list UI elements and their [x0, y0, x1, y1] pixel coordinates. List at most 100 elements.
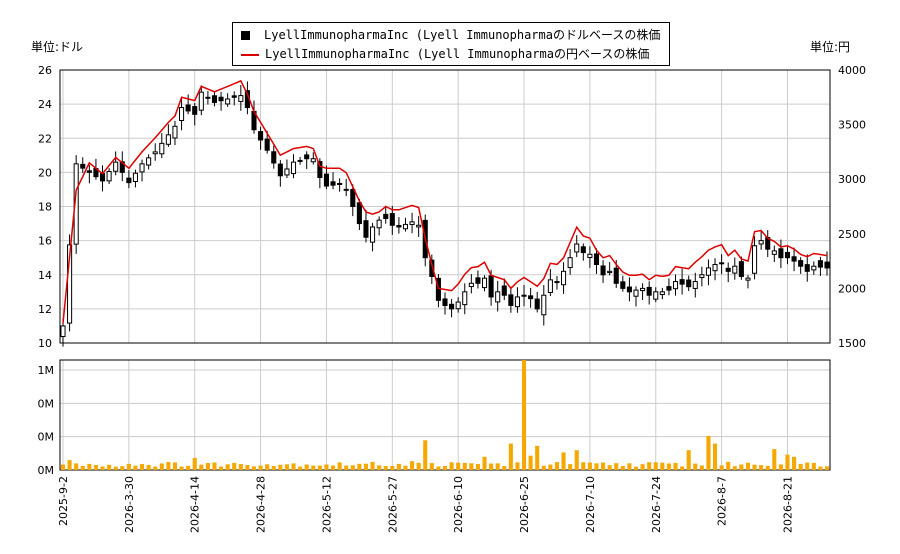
volume-bar — [186, 465, 191, 470]
candle-body — [99, 173, 106, 182]
candle-body — [231, 95, 237, 98]
volume-bar — [153, 466, 158, 470]
volume-bar — [824, 466, 830, 470]
candle-body — [330, 181, 336, 186]
left-tick-label: 18 — [38, 201, 52, 214]
candle-body — [541, 294, 547, 316]
volume-bar — [330, 465, 336, 470]
candle-body — [817, 260, 823, 268]
candle-body — [547, 279, 553, 293]
volume-bar — [74, 463, 79, 470]
volume-bar — [317, 465, 322, 470]
candle-body — [86, 170, 92, 173]
left-tick-label: 24 — [38, 98, 52, 111]
candle-body — [791, 256, 797, 262]
right-tick-label: 1500 — [838, 337, 866, 350]
candle-body — [771, 250, 777, 255]
candle-body — [784, 251, 791, 259]
x-tick-label: 2026-3-30 — [123, 476, 136, 533]
right-tick-label: 4000 — [838, 64, 866, 77]
candle-body — [356, 202, 362, 225]
volume-bar — [192, 457, 197, 470]
yen-line — [62, 79, 828, 324]
volume-bar — [423, 440, 428, 470]
candle-body — [462, 291, 468, 306]
candle-body — [719, 262, 725, 265]
volume-bar — [232, 462, 237, 470]
candle-body — [416, 224, 422, 228]
candle-body — [389, 213, 395, 226]
right-tick-label: 2000 — [838, 282, 866, 295]
candle-body — [396, 224, 402, 228]
candle-body — [554, 281, 560, 284]
volume-bar — [133, 465, 138, 470]
volume-bar — [633, 466, 639, 470]
volume-bar — [166, 462, 171, 470]
left-tick-label: 16 — [38, 235, 52, 248]
candle-body — [139, 163, 145, 173]
volume-bar — [502, 466, 507, 470]
axes: 10 12 14 16 18 20 22 24 26 1500 2000 2500 3000 3500 40… — [38, 64, 867, 533]
candle-body — [284, 168, 290, 176]
x-tick-label: 2026-6-10 — [452, 476, 465, 533]
candle-body — [620, 281, 626, 289]
grid — [60, 69, 830, 471]
red-line-icon — [241, 53, 259, 56]
candle-body — [495, 291, 501, 303]
candle-body — [633, 289, 639, 297]
candle-body — [752, 245, 758, 274]
volume-bar — [390, 465, 395, 470]
candle-body — [488, 275, 494, 298]
volume-bar — [785, 454, 790, 470]
volume-bar — [258, 465, 263, 470]
candle-body — [297, 159, 303, 162]
left-tick-label: 14 — [38, 269, 52, 282]
candle-body — [80, 163, 86, 169]
volume-bar — [818, 466, 823, 470]
volume-bar — [693, 463, 698, 470]
left-unit-label: 単位:ドル — [31, 40, 84, 54]
candle-body — [798, 260, 804, 267]
volume-bar — [528, 455, 533, 470]
candle-body — [205, 96, 211, 99]
candle-body — [534, 298, 540, 310]
candlesticks — [60, 81, 830, 347]
volume-bar — [93, 464, 98, 470]
volume-bar — [120, 466, 125, 470]
right-unit-label: 単位:円 — [810, 40, 851, 54]
candle-body — [528, 295, 534, 300]
candle-body — [350, 188, 356, 207]
volume-bar — [699, 465, 704, 470]
legend-usd-label: LyellImmunopharmaInc (Lyell Immunopharma… — [264, 28, 661, 42]
volume-bar — [719, 465, 724, 470]
candle-body — [113, 161, 119, 172]
volume-bar — [436, 466, 441, 470]
volume-bar — [139, 464, 145, 470]
volume-bar — [568, 464, 573, 470]
candle-body — [370, 226, 376, 243]
volume-tick-label: 0M — [38, 397, 55, 410]
candle-body — [778, 248, 784, 259]
right-tick-label: 3000 — [838, 173, 866, 186]
volume-bar — [245, 465, 250, 470]
volume-bar — [607, 465, 612, 470]
candle-body — [501, 285, 507, 296]
volume-bar — [304, 464, 309, 470]
candle-body — [449, 303, 455, 310]
candle-body — [455, 301, 461, 310]
candle-body — [758, 240, 764, 245]
candle-body — [587, 253, 593, 258]
volume-bar — [298, 466, 303, 470]
candle-body — [337, 183, 343, 186]
volume-bar — [363, 463, 369, 470]
volume-bar — [673, 462, 678, 470]
candle-body — [442, 298, 448, 306]
candle-body — [738, 261, 744, 277]
candle-body — [508, 294, 514, 306]
x-tick-label: 2026-4-14 — [189, 476, 202, 533]
volume-bar — [601, 462, 606, 470]
volume-bars — [60, 360, 830, 470]
volume-bar — [146, 464, 151, 470]
